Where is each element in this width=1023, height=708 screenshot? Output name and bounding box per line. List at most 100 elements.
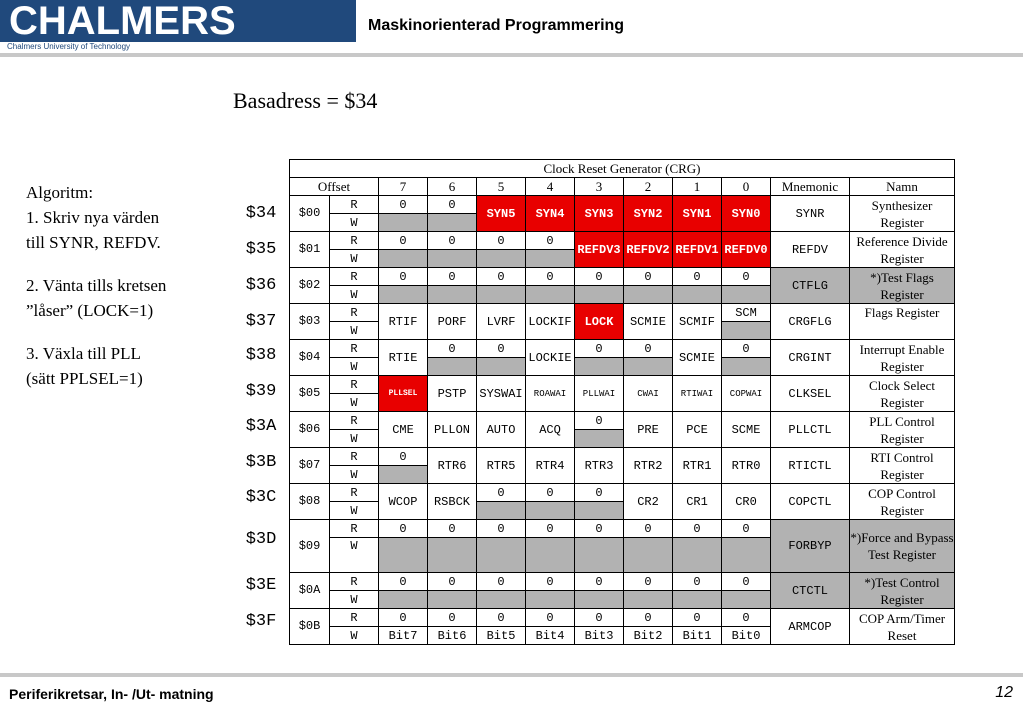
- rw-cell: W: [329, 321, 379, 340]
- bit-cell: 0: [525, 483, 575, 502]
- rw-cell: W: [329, 537, 379, 573]
- name-cell: Clock Select Register: [849, 375, 955, 412]
- address-label: $3E: [245, 576, 277, 595]
- bit-cell: RTR1: [672, 447, 722, 484]
- bit-cell: 0: [721, 339, 771, 358]
- bit-cell: [427, 285, 477, 304]
- bit-cell: [427, 357, 477, 376]
- mnemonic-cell: CRGFLG: [770, 303, 850, 340]
- bit-cell: 0: [672, 519, 722, 538]
- bit-cell: 0: [378, 195, 428, 214]
- bit-cell: 0: [476, 339, 526, 358]
- name-cell: RTI Control Register: [849, 447, 955, 484]
- course-title: Maskinorienterad Programmering: [368, 17, 625, 34]
- algorithm-step-2: 2. Vänta tills kretsen: [26, 276, 167, 295]
- address-label: $38: [245, 346, 277, 365]
- offset-cell: $0B: [289, 608, 330, 645]
- bit-cell: 0: [525, 608, 575, 627]
- header-cell: 2: [623, 177, 673, 196]
- algorithm-step-3-cont: (sätt PPLSEL=1): [26, 369, 143, 388]
- bit-cell: [476, 590, 526, 609]
- bit-cell: 0: [623, 339, 673, 358]
- bit-cell: 0: [574, 411, 624, 430]
- bit-cell: [427, 213, 477, 232]
- bit-cell: CWAI: [623, 375, 673, 412]
- bit-cell: [525, 249, 575, 268]
- bit-cell: [476, 537, 526, 573]
- table-row: W: [290, 465, 955, 484]
- bit-cell: PRE: [623, 411, 673, 448]
- bit-cell: 0: [378, 231, 428, 250]
- mnemonic-cell: PLLCTL: [770, 411, 850, 448]
- bit-cell: Bit4: [525, 626, 575, 645]
- bit-cell: [574, 285, 624, 304]
- bit-cell: [574, 429, 624, 448]
- table-row: $01 R 0 0 0 0 REFDV3 REFDV2 REFDV1 REFDV…: [289, 231, 955, 268]
- bit-cell: 0: [574, 483, 624, 502]
- bit-cell: [378, 249, 428, 268]
- bit-cell: 0: [623, 267, 673, 286]
- algorithm-heading: Algoritm:: [26, 183, 94, 202]
- bit-cell: RTR0: [721, 447, 771, 484]
- address-label: $3B: [245, 453, 277, 472]
- bit-cell: [623, 537, 673, 573]
- bit-cell: [476, 501, 526, 520]
- bit-cell: 0: [525, 519, 575, 538]
- rw-cell: W: [329, 213, 379, 232]
- name-cell: Reference Divide Register: [849, 231, 955, 268]
- header-cell: Mnemonic: [770, 177, 850, 196]
- top-divider: [0, 53, 1023, 57]
- bit-cell: AUTO: [476, 411, 526, 448]
- rw-cell: R: [329, 483, 379, 502]
- offset-cell: $06: [289, 411, 330, 448]
- bit-cell: [721, 537, 771, 573]
- bit-cell: LOCKIF: [525, 303, 575, 340]
- header-cell: 1: [672, 177, 722, 196]
- table-row: W: [290, 537, 955, 573]
- bit-cell: REFDV3: [574, 231, 624, 268]
- bit-cell: RTR2: [623, 447, 673, 484]
- bit-cell: LOCK: [574, 303, 624, 340]
- bit-cell: Bit6: [427, 626, 477, 645]
- bit-cell: RTIF: [378, 303, 428, 340]
- bit-cell: 0: [476, 483, 526, 502]
- bit-cell: [378, 465, 428, 484]
- bit-cell: REFDV0: [721, 231, 771, 268]
- rw-cell: W: [329, 465, 379, 484]
- offset-cell: $02: [289, 267, 330, 304]
- rw-cell: W: [329, 357, 379, 376]
- bit-cell: PLLON: [427, 411, 477, 448]
- bit-cell: [378, 213, 428, 232]
- bit-cell: SCMIF: [672, 303, 722, 340]
- table-row: $03 R RTIF PORF LVRF LOCKIF LOCK SCMIE S…: [289, 303, 955, 340]
- bit-cell: [427, 590, 477, 609]
- table-row: $02 R 0 0 0 0 0 0 0 0 CTFLG *)Test Flags…: [289, 267, 955, 304]
- address-label: $35: [245, 240, 277, 259]
- bit-cell: REFDV1: [672, 231, 722, 268]
- address-label: $3F: [245, 612, 277, 631]
- bit-cell: [672, 590, 722, 609]
- mnemonic-cell: CLKSEL: [770, 375, 850, 412]
- mnemonic-cell: CTFLG: [770, 267, 850, 304]
- bit-cell: 0: [378, 519, 428, 538]
- rw-cell: W: [329, 501, 379, 520]
- bit-cell: CR1: [672, 483, 722, 520]
- bit-cell: 0: [574, 267, 624, 286]
- algorithm-step-1: 1. Skriv nya värden: [26, 208, 160, 227]
- bit-cell: 0: [378, 447, 428, 466]
- name-cell: *)Test Flags Register: [849, 267, 955, 304]
- table-row: $0A R 0 0 0 0 0 0 0 0 CTCTL *)Test Contr…: [289, 572, 955, 609]
- bit-cell: [574, 590, 624, 609]
- bit-cell: [525, 537, 575, 573]
- bit-cell: 0: [525, 231, 575, 250]
- address-label: $39: [245, 382, 277, 401]
- name-cell: COP Arm/Timer Reset: [849, 608, 955, 645]
- bit-cell: RTR5: [476, 447, 526, 484]
- bit-cell: SYN3: [574, 195, 624, 232]
- rw-cell: W: [329, 393, 379, 412]
- bit-cell: RTIE: [378, 339, 428, 376]
- bit-cell: 0: [427, 519, 477, 538]
- bit-cell: RSBCK: [427, 483, 477, 520]
- bit-cell: PORF: [427, 303, 477, 340]
- bit-cell: [574, 357, 624, 376]
